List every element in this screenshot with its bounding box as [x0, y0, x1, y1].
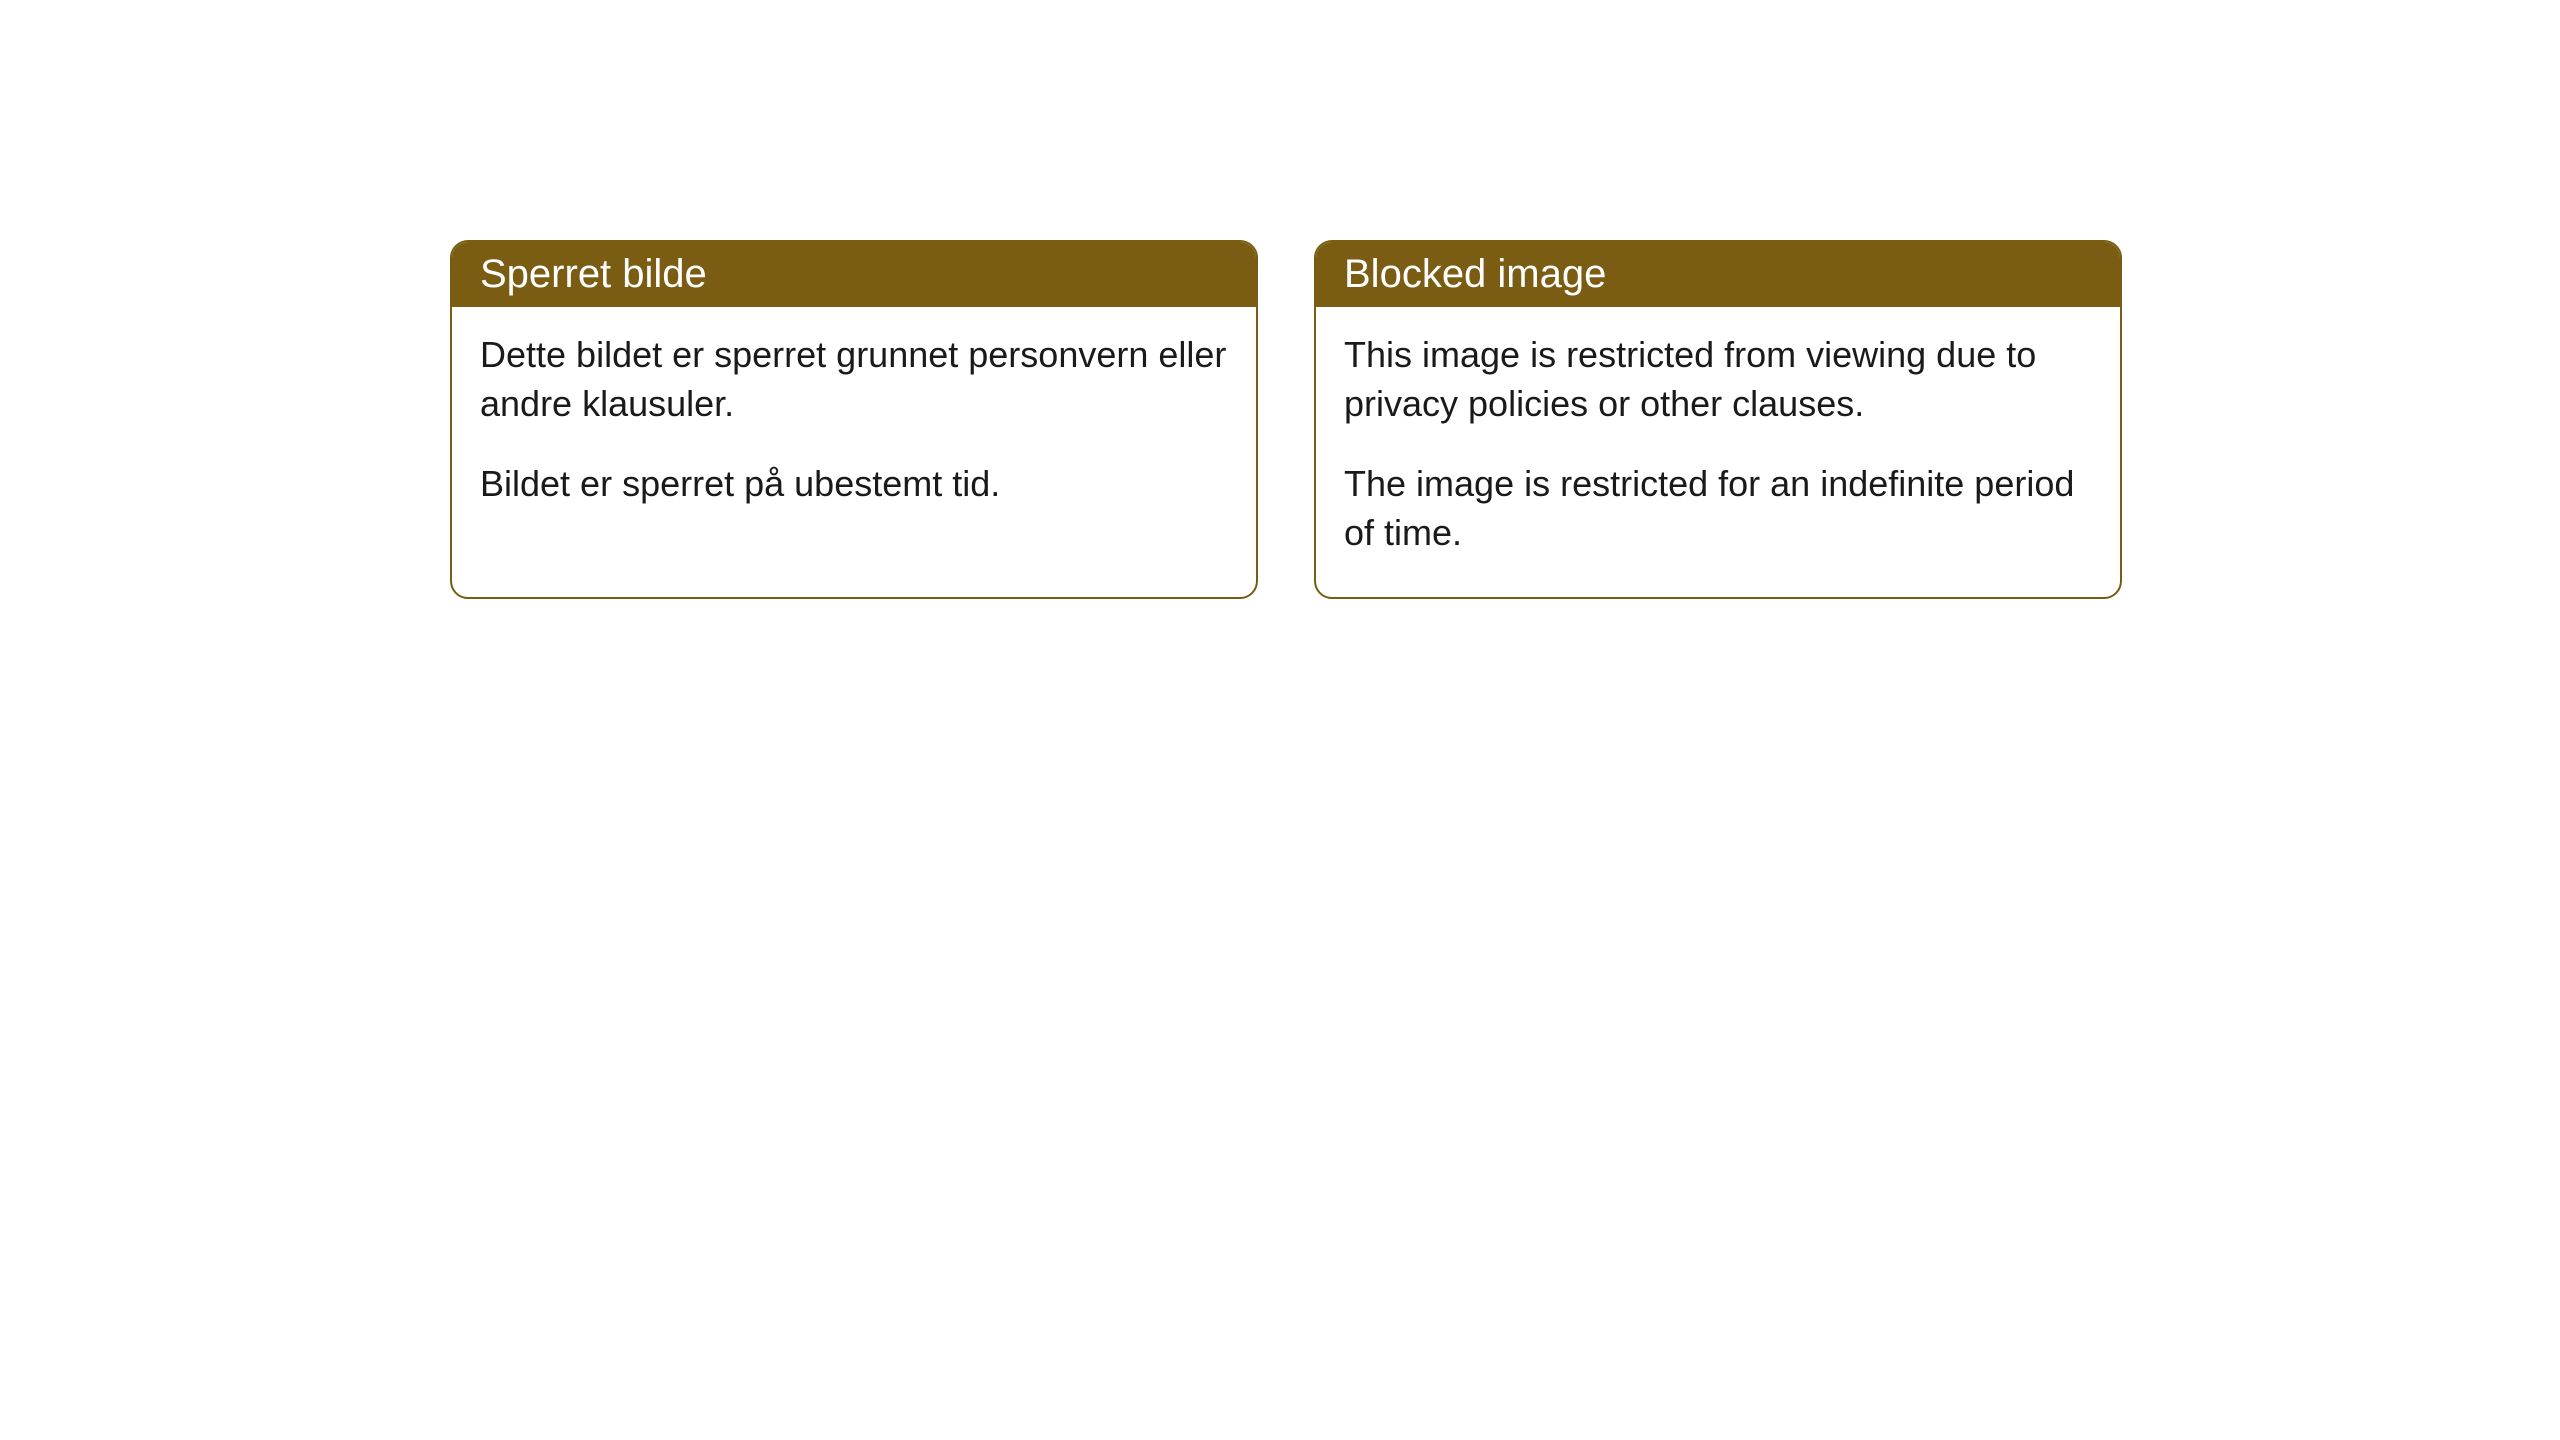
card-header-english: Blocked image: [1316, 242, 2120, 307]
card-body-english: This image is restricted from viewing du…: [1316, 307, 2120, 597]
card-title: Sperret bilde: [480, 252, 707, 296]
card-paragraph: Bildet er sperret på ubestemt tid.: [480, 460, 1228, 509]
card-title: Blocked image: [1344, 252, 1606, 296]
notice-card-norwegian: Sperret bilde Dette bildet er sperret gr…: [450, 240, 1258, 599]
notice-card-english: Blocked image This image is restricted f…: [1314, 240, 2122, 599]
card-paragraph: The image is restricted for an indefinit…: [1344, 460, 2092, 557]
card-body-norwegian: Dette bildet er sperret grunnet personve…: [452, 307, 1256, 549]
card-header-norwegian: Sperret bilde: [452, 242, 1256, 307]
notice-cards-container: Sperret bilde Dette bildet er sperret gr…: [450, 240, 2560, 599]
card-paragraph: Dette bildet er sperret grunnet personve…: [480, 331, 1228, 428]
card-paragraph: This image is restricted from viewing du…: [1344, 331, 2092, 428]
